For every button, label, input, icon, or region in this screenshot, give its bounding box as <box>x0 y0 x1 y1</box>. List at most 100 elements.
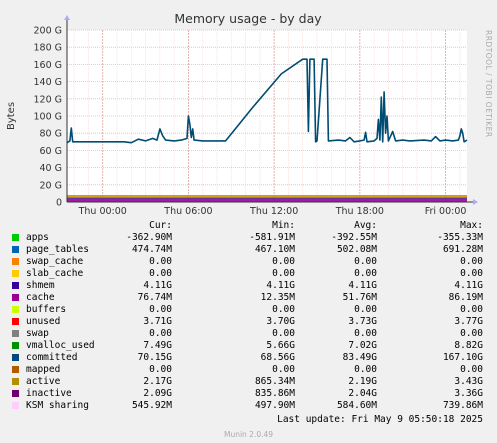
legend-swatch <box>12 354 19 361</box>
legend-value-cur: 545.92M <box>131 400 172 411</box>
legend-swatch <box>12 330 19 337</box>
y-tick-label: 20 G <box>40 180 62 191</box>
legend-value-cur: 0.00 <box>149 364 172 375</box>
legend-value-cur: 474.74M <box>131 244 172 255</box>
legend-value-cur: 76.74M <box>137 292 172 303</box>
legend-value-cur: -362.90M <box>126 232 172 243</box>
legend-swatch <box>12 378 19 385</box>
legend-value-avg: 2.04G <box>348 388 377 399</box>
legend-row-swap-cache: swap_cache 0.00 0.00 0.00 0.00 <box>0 256 497 268</box>
legend-swatch <box>12 282 19 289</box>
y-axis-arrow <box>64 15 70 20</box>
y-tick-label: 80 G <box>40 129 62 140</box>
legend-value-cur: 0.00 <box>149 328 172 339</box>
legend-value-avg: 51.76M <box>342 292 377 303</box>
plot-area: 0 20 G 40 G 60 G 80 G 100 G 120 G 140 G 160 G 180… <box>33 15 478 217</box>
legend-label: slab_cache <box>26 268 84 279</box>
legend-value-max: 167.10G <box>442 352 483 363</box>
stack-area-cache <box>67 197 467 199</box>
legend-swatch <box>12 294 19 301</box>
x-tick-label: Thu 00:00 <box>78 206 127 217</box>
y-axis-label: Bytes <box>6 102 17 130</box>
legend-value-min: -581.91M <box>249 232 295 243</box>
legend-value-min: 0.00 <box>272 304 295 315</box>
legend-table: Cur: Min: Avg: Max: apps -362.90M -581.91M… <box>0 220 497 412</box>
committed-line <box>66 58 468 144</box>
legend-value-min: 0.00 <box>272 328 295 339</box>
legend-value-min: 68.56G <box>260 352 295 363</box>
legend-swatch <box>12 306 19 313</box>
y-tick-label: 100 G <box>33 112 62 123</box>
legend-label: unused <box>26 316 61 327</box>
legend-row-slab-cache: slab_cache 0.00 0.00 0.00 0.00 <box>0 268 497 280</box>
legend-value-avg: 4.11G <box>348 280 377 291</box>
legend-label: apps <box>26 232 49 243</box>
legend-swatch <box>12 258 19 265</box>
legend-value-avg: 83.49G <box>342 352 377 363</box>
legend-value-min: 0.00 <box>272 268 295 279</box>
last-update: Last update: Fri May 9 05:50:18 2025 <box>277 414 483 425</box>
rrdtool-credit: RRDTOOL / TOBI OETIKER <box>484 30 493 138</box>
legend-value-avg: 2.19G <box>348 376 377 387</box>
legend-label: swap_cache <box>26 256 84 267</box>
legend-value-max: 3.36G <box>454 388 483 399</box>
legend-value-cur: 0.00 <box>149 304 172 315</box>
legend-value-cur: 0.00 <box>149 268 172 279</box>
legend-value-max: 739.86M <box>442 400 483 411</box>
x-tick-label: Thu 18:00 <box>335 206 384 217</box>
legend-value-max: 0.00 <box>460 268 483 279</box>
legend-value-min: 3.70G <box>266 316 295 327</box>
y-tick-label: 40 G <box>40 163 62 174</box>
legend-value-avg: 502.08M <box>336 244 377 255</box>
legend-value-min: 497.90M <box>254 400 295 411</box>
legend-rows: apps -362.90M -581.91M -392.55M -355.33M page… <box>0 232 497 412</box>
legend-header-cur: Cur: <box>149 220 172 231</box>
y-tick-label: 0 <box>56 198 62 209</box>
legend-row-committed: committed 70.15G 68.56G 83.49G 167.10G <box>0 352 497 364</box>
legend-swatch <box>12 270 19 277</box>
x-tick-label: Thu 12:00 <box>249 206 298 217</box>
legend-header-avg: Avg: <box>354 220 377 231</box>
legend-label: buffers <box>26 304 67 315</box>
legend-header: Cur: Min: Avg: Max: <box>0 220 497 232</box>
legend-value-max: 0.00 <box>460 304 483 315</box>
stack-area-active <box>67 195 467 198</box>
legend-value-max: 3.43G <box>454 376 483 387</box>
legend-value-cur: 70.15G <box>137 352 172 363</box>
chart-title: Memory usage - by day <box>174 11 322 26</box>
legend-swatch <box>12 318 19 325</box>
legend-label: vmalloc_used <box>26 340 95 351</box>
legend-value-min: 865.34M <box>254 376 295 387</box>
legend-value-cur: 2.09G <box>143 388 172 399</box>
legend-value-cur: 4.11G <box>143 280 172 291</box>
legend-row-vmalloc-used: vmalloc_used 7.49G 5.66G 7.02G 8.82G <box>0 340 497 352</box>
legend-row-ksm-sharing: KSM sharing 545.92M 497.90M 584.60M 739.86M <box>0 400 497 412</box>
legend-row-unused: unused 3.71G 3.70G 3.73G 3.77G <box>0 316 497 328</box>
munin-version: Munin 2.0.49 <box>223 430 274 439</box>
legend-value-avg: 3.73G <box>348 316 377 327</box>
y-tick-label: 160 G <box>33 60 62 71</box>
legend-swatch <box>12 342 19 349</box>
legend-swatch <box>12 402 19 409</box>
y-tick-label: 60 G <box>40 146 62 157</box>
legend-value-max: 86.19M <box>448 292 483 303</box>
legend-row-apps: apps -362.90M -581.91M -392.55M -355.33M <box>0 232 497 244</box>
legend-label: inactive <box>26 388 72 399</box>
stack-area-vmalloc-used <box>67 195 467 196</box>
legend-value-max: 3.77G <box>454 316 483 327</box>
legend-value-max: 8.82G <box>454 340 483 351</box>
legend-row-page-tables: page_tables 474.74M 467.10M 502.08M 691.28M <box>0 244 497 256</box>
y-tick-label: 200 G <box>33 26 62 37</box>
legend-value-avg: 7.02G <box>348 340 377 351</box>
legend-swatch <box>12 246 19 253</box>
legend-label: shmem <box>26 280 55 291</box>
legend-value-min: 12.35M <box>260 292 295 303</box>
legend-value-min: 835.86M <box>254 388 295 399</box>
legend-label: page_tables <box>26 244 89 255</box>
legend-header-max: Max: <box>460 220 483 231</box>
legend-value-cur: 7.49G <box>143 340 172 351</box>
legend-row-buffers: buffers 0.00 0.00 0.00 0.00 <box>0 304 497 316</box>
legend-swatch <box>12 366 19 373</box>
legend-value-avg: 0.00 <box>354 268 377 279</box>
x-tick-label: Fri 00:00 <box>425 206 467 217</box>
